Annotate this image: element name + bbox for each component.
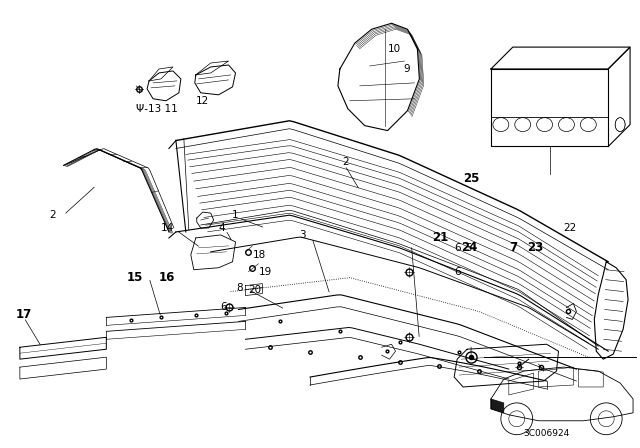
Text: 8: 8 <box>236 283 243 293</box>
Text: 23: 23 <box>527 241 543 254</box>
Text: 6: 6 <box>454 267 461 277</box>
Text: 5: 5 <box>465 243 472 253</box>
Text: 4: 4 <box>219 223 225 233</box>
Text: 9: 9 <box>403 64 410 74</box>
Polygon shape <box>491 399 504 413</box>
Text: Ψ-13 11: Ψ-13 11 <box>136 104 178 114</box>
Text: 2: 2 <box>49 210 56 220</box>
Text: 20: 20 <box>248 284 262 295</box>
Text: 6: 6 <box>221 302 227 312</box>
Text: 3: 3 <box>300 230 306 240</box>
Text: 12: 12 <box>196 96 209 106</box>
Text: 16: 16 <box>159 271 175 284</box>
Text: 17: 17 <box>16 308 32 321</box>
Text: 24: 24 <box>461 241 477 254</box>
Text: 3C006924: 3C006924 <box>524 429 570 438</box>
Text: 25: 25 <box>463 172 479 185</box>
Text: 6: 6 <box>454 243 461 253</box>
Text: 18: 18 <box>252 250 266 260</box>
Text: 21: 21 <box>432 232 449 245</box>
Text: 19: 19 <box>259 267 271 277</box>
Text: 2: 2 <box>342 157 349 168</box>
Text: 7: 7 <box>509 241 517 254</box>
Text: 22: 22 <box>563 223 577 233</box>
Text: 10: 10 <box>388 44 401 54</box>
Text: 1: 1 <box>232 210 239 220</box>
Text: 15: 15 <box>127 271 143 284</box>
Text: 14: 14 <box>161 223 174 233</box>
